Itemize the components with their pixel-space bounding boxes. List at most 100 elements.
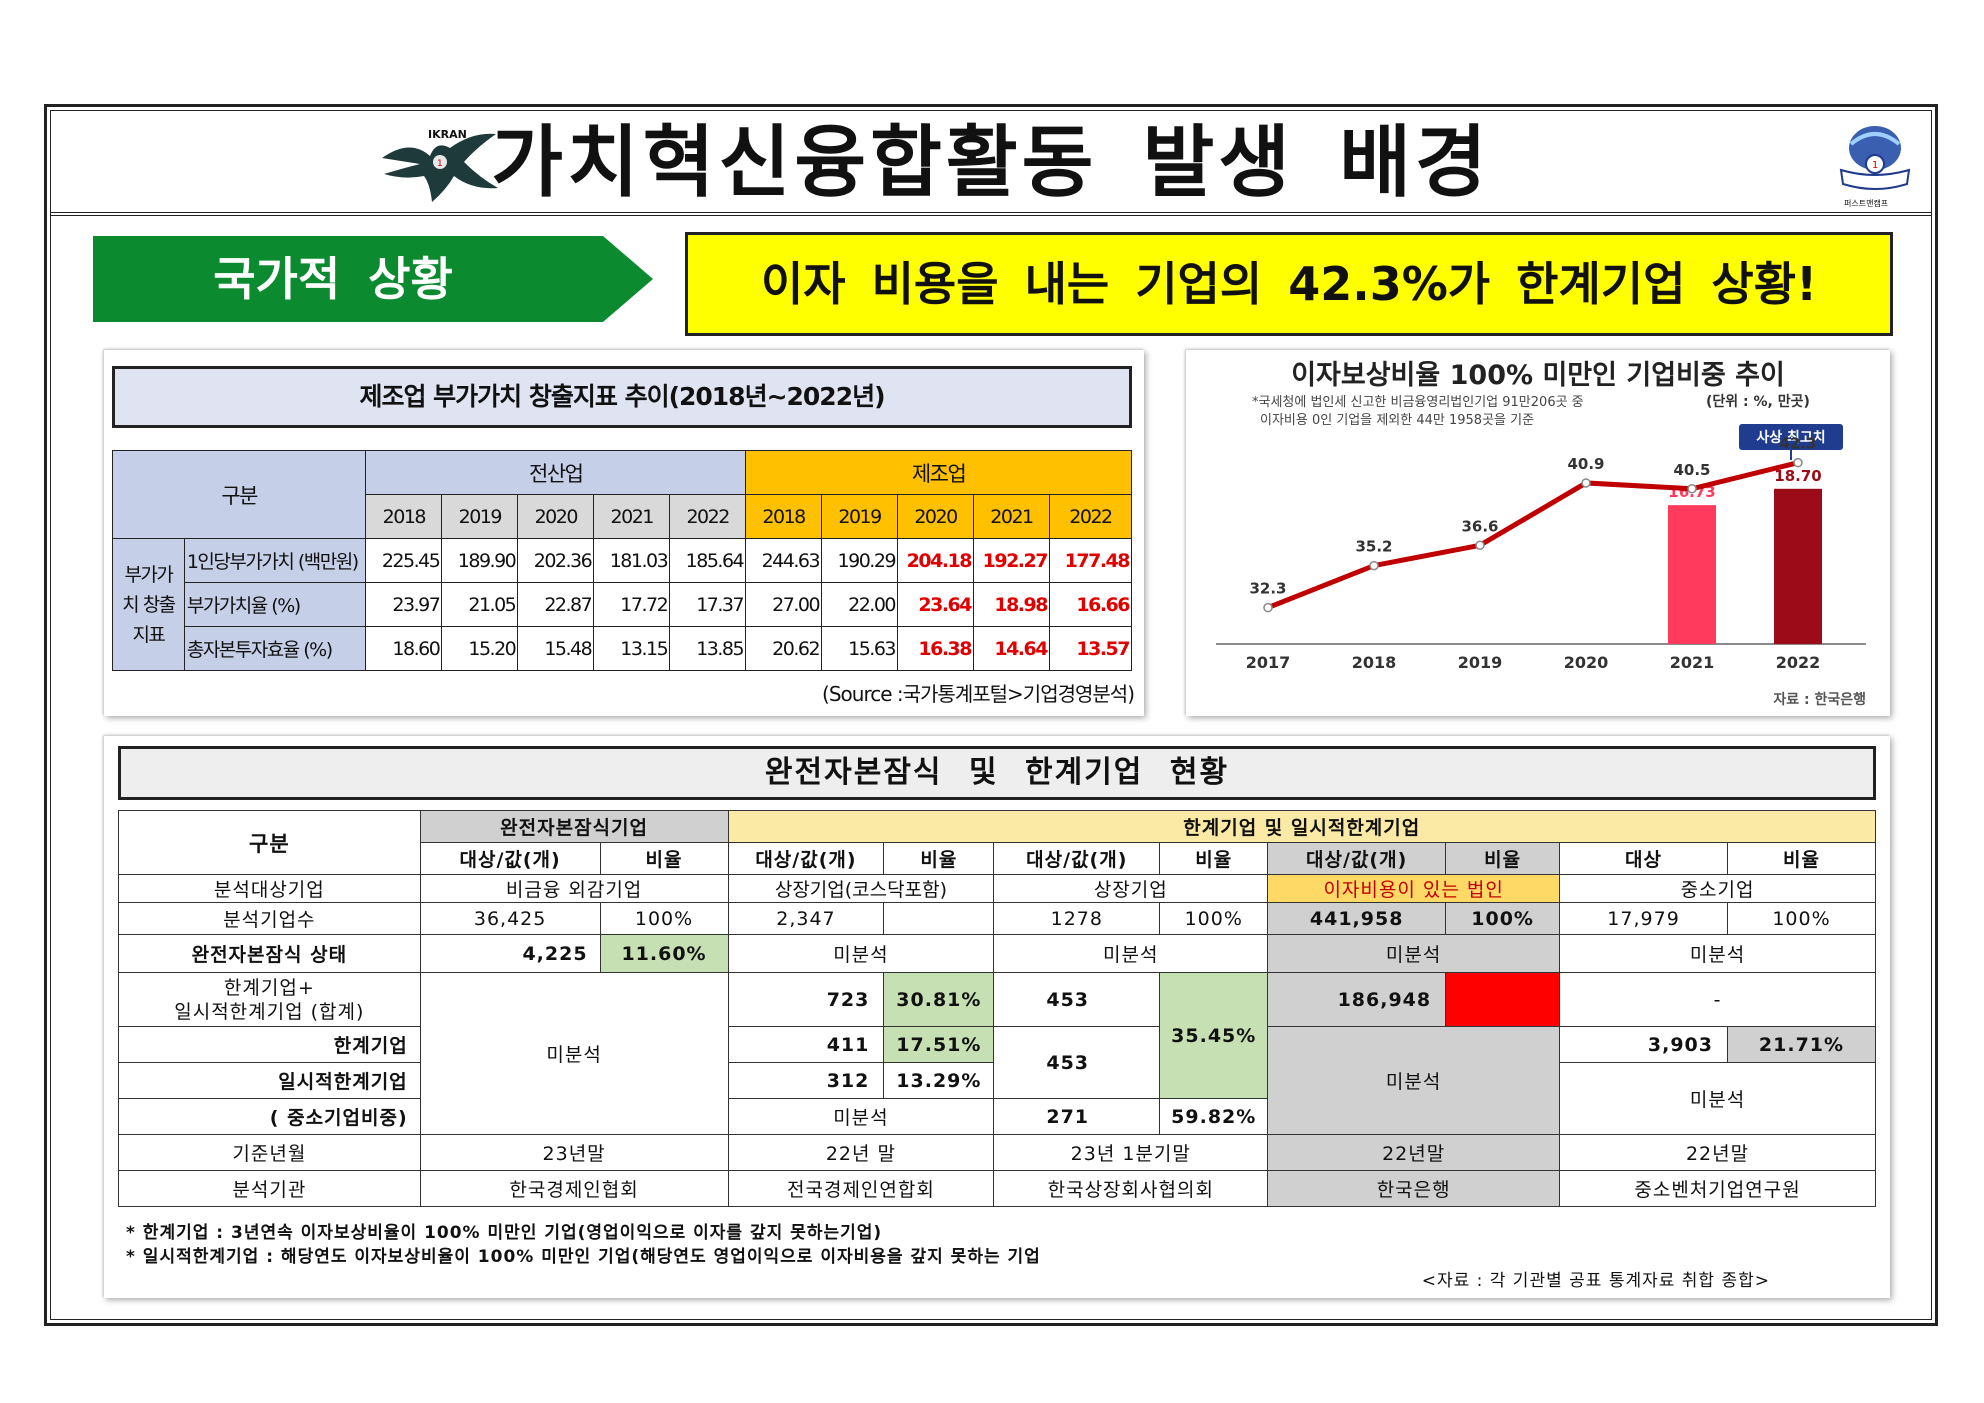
t1-year: 2022 (669, 494, 747, 539)
t1-year: 2019 (821, 494, 899, 539)
section-arrow-banner (93, 236, 653, 322)
t2-cell: 미분석 (1559, 1062, 1876, 1135)
t1-cell: 225.45 (365, 538, 443, 583)
t2-cell: 100% (599, 902, 729, 935)
t1-group-all: 전산업 (365, 450, 747, 495)
chart-x-tick-label: 2021 (1670, 653, 1715, 672)
t2-cell: 441,958 (1267, 902, 1447, 935)
t2-cell: 2,347 (727, 902, 885, 935)
table-row: 기준년월 23년말 22년 말 23년 1분기말 22년말 22년말 (118, 1134, 1876, 1171)
t1-cell: 27.00 (745, 582, 823, 627)
chart-point (1263, 602, 1273, 613)
t1-row-label: 총자본투자효율 (%) (183, 626, 367, 671)
headline-box: 이자 비용을 내는 기업의 42.3%가 한계기업 상황! (685, 232, 1893, 336)
t2-row-label: 일시적한계기업 (118, 1062, 421, 1099)
chart-point (1687, 484, 1697, 494)
t2-cell: 22년말 (1267, 1134, 1561, 1171)
t2-cell: 22년말 (1559, 1134, 1876, 1171)
t2-cell: 723 (727, 972, 885, 1027)
t2-cell: 이자비용이 있는 법인 (1267, 874, 1561, 903)
t1-cell: 190.29 (821, 538, 899, 583)
record-high-badge: 사상 최고치 (1739, 424, 1843, 460)
t1-cell: 17.72 (593, 582, 671, 627)
table1-title: 제조업 부가가치 창출지표 추이(2018년~2022년) (112, 366, 1132, 428)
t2-cell: 30.81% (883, 972, 995, 1027)
t2-row-label: ( 중소기업비중) (118, 1098, 421, 1135)
chart-x-tick-label: 2018 (1352, 653, 1397, 672)
page-title: 가치혁신융합활동 발생 배경 (491, 118, 1491, 208)
table-row: 분석기업수 36,425 100% 2,347 1278 100% 441,95… (118, 902, 1877, 935)
t1-cell: 13.15 (593, 626, 671, 671)
t2-cell: 186,948 (1267, 972, 1447, 1027)
t2-cell: 17,979 (1559, 902, 1728, 935)
chart-bar (1774, 488, 1822, 644)
t1-cell: 18.98 (973, 582, 1050, 627)
t1-cell: 13.57 (1048, 626, 1133, 671)
table-row: 한계기업 411 17.51% 453 미분석 3,903 21.71% (118, 1026, 1877, 1135)
t1-year: 2021 (973, 494, 1050, 539)
t2-cell: 미분석 (993, 934, 1269, 973)
interest-coverage-chart: 이자보상비율 100% 미만인 기업비중 추이 *국세청에 법인세 신고한 비금… (1216, 360, 1866, 708)
firstman-camp-logo-icon: 1 퍼스트맨캠프 (1839, 126, 1911, 208)
t2-cell: 중소벤처기업연구원 (1559, 1170, 1876, 1207)
t2-row-label: 한계기업+ 일시적한계기업 (합계) (118, 972, 421, 1027)
t1-row-label: 1인당부가가치 (백만원) (183, 538, 367, 583)
t2-h-target: 대상/값(개) (419, 842, 601, 875)
t2-cell: 36,425 (419, 902, 601, 935)
chart-point (1475, 540, 1485, 551)
table-row: 일시적한계기업 312 13.29% 미분석 (118, 1062, 1876, 1135)
chart-unit: (단위 : %, 만곳) (1706, 393, 1810, 410)
t1-year: 2020 (897, 494, 974, 539)
value-added-panel: 제조업 부가가치 창출지표 추이(2018년~2022년) 구분 전산업 제조업… (104, 350, 1144, 716)
t1-year: 2018 (745, 494, 823, 539)
chart-x-tick-label: 2020 (1564, 653, 1609, 672)
table1-source: (Source :국가통계포털>기업경영분석) (822, 682, 1135, 706)
t1-cell: 16.38 (897, 626, 974, 671)
chart-x-tick-label: 2017 (1246, 653, 1291, 672)
t1-cell: 14.64 (973, 626, 1050, 671)
table-row: 부가가치율 (%) 23.97 21.05 22.87 17.72 17.37 … (113, 582, 1133, 627)
svg-text:퍼스트맨캠프: 퍼스트맨캠프 (1844, 198, 1888, 208)
t2-cell: 21.71% (1726, 1026, 1877, 1063)
chart-bar (1668, 505, 1716, 644)
chart-x-tick-label: 2022 (1776, 653, 1821, 672)
table-row: 완전자본잠식 상태 4,225 11.60% 미분석 미분석 미분석 미분석 (118, 934, 1876, 973)
chart-point (1793, 457, 1803, 468)
table2-title: 완전자본잠식 및 한계기업 현황 (118, 746, 1876, 800)
svg-text:1: 1 (1872, 160, 1878, 171)
t2-cell: 1278 (993, 902, 1161, 935)
t1-year: 2020 (517, 494, 595, 539)
t2-cell: 453 (993, 972, 1161, 1027)
t2-cell: 미분석 (419, 972, 729, 1135)
chart-data-label: 40.9 (1567, 455, 1604, 473)
t1-cell: 22.87 (517, 582, 595, 627)
t2-header-label: 구분 (118, 810, 421, 875)
chart-x-tick-label: 2019 (1458, 653, 1503, 672)
t1-year: 2022 (1048, 494, 1133, 539)
t2-cell: 22년 말 (727, 1134, 995, 1171)
chart-note-2: 이자비용 0인 기업을 제외한 44만 1958곳을 기준 (1260, 413, 1534, 428)
t2-cell: 17.51% (883, 1026, 995, 1063)
t2-cell: 한국상장회사협의회 (993, 1170, 1269, 1207)
interest-coverage-chart-panel: 이자보상비율 100% 미만인 기업비중 추이 *국세청에 법인세 신고한 비금… (1186, 350, 1890, 716)
table-row: 분석기관 한국경제인협회 전국경제인연합회 한국상장회사협의회 한국은행 중소벤… (118, 1170, 1876, 1207)
t1-row-label: 부가가치율 (%) (183, 582, 367, 627)
svg-text:IKRAN: IKRAN (428, 128, 467, 141)
badge-label: 사상 최고치 (1756, 430, 1825, 446)
t2-h-ratio: 비율 (1159, 842, 1269, 875)
table-row: 총자본투자효율 (%) 18.60 15.20 15.48 13.15 13.8… (113, 626, 1133, 671)
t2-cell: 100% (1159, 902, 1269, 935)
t2-cell: 미분석 (1559, 934, 1876, 973)
t2-h-target: 대상/값(개) (993, 842, 1161, 875)
t1-cell: 15.48 (517, 626, 595, 671)
footnote-1: * 한계기업 : 3년연속 이자보상비율이 100% 미만인 기업(영업이익으로… (126, 1223, 883, 1243)
t2-group-b: 한계기업 및 일시적한계기업 (727, 810, 1876, 843)
t2-cell: 중소기업 (1559, 874, 1876, 903)
t2-row-label: 분석기관 (118, 1170, 421, 1207)
t1-cell: 189.90 (441, 538, 519, 583)
ikran-bird-logo-icon: IKRAN 1 (382, 128, 498, 202)
section-label: 국가적 상황 (213, 252, 453, 306)
t1-cell: 17.37 (669, 582, 747, 627)
t2-h-ratio: 비율 (883, 842, 995, 875)
t2-h-ratio: 비율 (1445, 842, 1561, 875)
